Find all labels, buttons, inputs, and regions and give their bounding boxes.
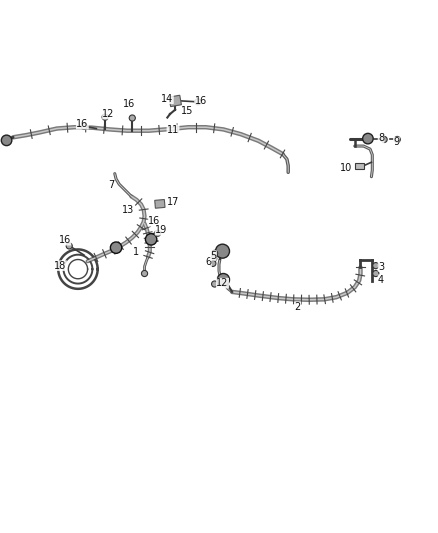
Circle shape — [155, 230, 161, 236]
Circle shape — [129, 115, 135, 121]
Text: 9: 9 — [393, 137, 399, 147]
Text: 3: 3 — [378, 262, 384, 271]
Circle shape — [215, 244, 230, 258]
Circle shape — [212, 251, 218, 256]
Text: 16: 16 — [76, 119, 88, 129]
Circle shape — [110, 242, 122, 253]
Circle shape — [66, 243, 72, 249]
Text: 18: 18 — [54, 261, 67, 271]
Circle shape — [381, 136, 387, 142]
Circle shape — [212, 281, 218, 287]
Text: 16: 16 — [123, 100, 135, 109]
Text: 17: 17 — [167, 197, 179, 207]
Circle shape — [102, 114, 108, 120]
Text: 15: 15 — [181, 107, 194, 116]
Circle shape — [373, 263, 379, 269]
Circle shape — [1, 135, 12, 146]
FancyBboxPatch shape — [355, 163, 364, 169]
Circle shape — [141, 270, 148, 277]
Text: 16: 16 — [59, 235, 71, 245]
Text: 4: 4 — [378, 274, 384, 285]
Bar — [155, 199, 165, 208]
Text: 16: 16 — [148, 216, 160, 227]
Text: 12: 12 — [102, 109, 115, 119]
Circle shape — [217, 273, 230, 286]
Circle shape — [145, 233, 157, 245]
Circle shape — [210, 260, 216, 266]
Circle shape — [211, 255, 217, 262]
Circle shape — [373, 270, 379, 277]
Text: 10: 10 — [340, 163, 352, 173]
Text: 11: 11 — [167, 125, 179, 135]
Circle shape — [394, 136, 400, 142]
Text: 16: 16 — [194, 96, 207, 107]
Text: 13: 13 — [122, 205, 134, 215]
Text: 8: 8 — [378, 133, 384, 143]
Text: 7: 7 — [109, 181, 115, 190]
Text: 5: 5 — [210, 251, 216, 261]
Circle shape — [363, 133, 373, 144]
Text: 2: 2 — [295, 302, 301, 312]
Text: 1: 1 — [133, 247, 139, 257]
Bar — [169, 95, 181, 107]
Text: 19: 19 — [155, 225, 167, 235]
Circle shape — [81, 123, 87, 130]
Text: 6: 6 — [205, 257, 212, 267]
Circle shape — [195, 99, 201, 105]
Text: 12: 12 — [216, 278, 229, 288]
Text: 14: 14 — [161, 94, 173, 104]
